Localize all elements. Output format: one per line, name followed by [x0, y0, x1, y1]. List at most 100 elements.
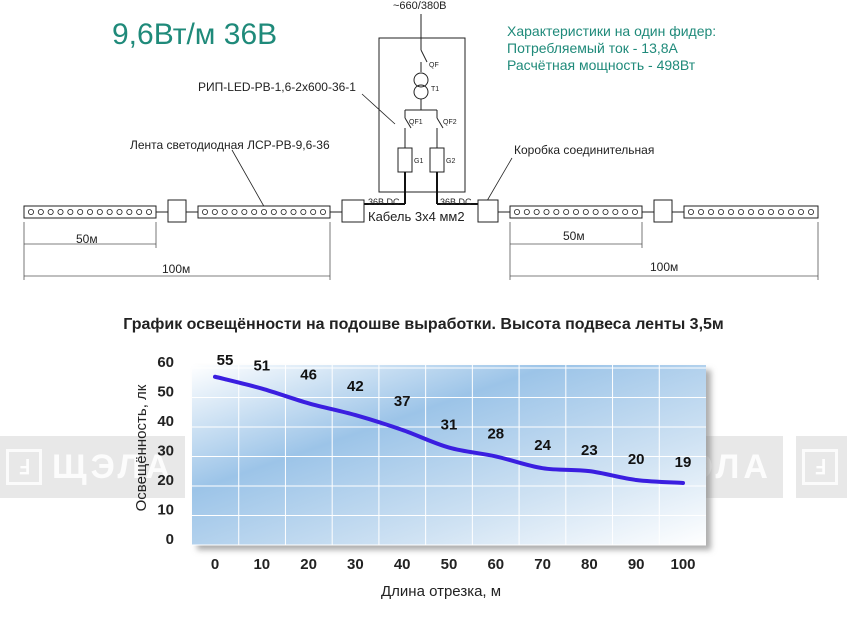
x-tick-labels: 0 10 20 30 40 50 60 70 80 90 100 — [211, 556, 696, 573]
box-label: Коробка соединительная — [514, 143, 655, 157]
y-tick-label: 10 — [157, 502, 174, 519]
g2-unit — [429, 147, 445, 173]
data-label: 51 — [253, 358, 270, 375]
led-dot — [136, 208, 143, 215]
led-dot — [37, 208, 44, 215]
led-dot — [523, 208, 530, 215]
led-dot — [87, 208, 94, 215]
led-dot — [77, 208, 84, 215]
y-tick-label: 0 — [166, 531, 174, 548]
dim-100-left: 100м — [162, 262, 191, 276]
led-dot — [201, 208, 208, 215]
led-dot — [738, 208, 745, 215]
led-dot — [96, 208, 103, 215]
led-dot — [260, 208, 267, 215]
led-dot — [231, 208, 238, 215]
data-label: 42 — [347, 378, 364, 395]
led-dot — [319, 208, 326, 215]
watermark-5: Ⅎ — [796, 436, 847, 498]
x-axis-label: Длина отрезка, м — [381, 583, 502, 600]
qf-label: QF — [429, 62, 439, 69]
t1-label: T1 — [431, 86, 439, 93]
qf2-switch — [436, 117, 444, 129]
led-dot — [145, 208, 152, 215]
led-dot — [116, 208, 123, 215]
led-dots — [27, 208, 815, 215]
y-tick-label: 20 — [157, 472, 174, 489]
junction-box-4 — [653, 199, 673, 223]
led-dot — [708, 208, 715, 215]
wiring-scheme: QF T1 QF1 QF2 G1 G2 — [23, 14, 819, 280]
dim-100-right: 100м — [650, 260, 679, 274]
specs-current: Потребляемый ток - 13,8А — [507, 40, 678, 56]
led-dot — [582, 208, 589, 215]
led-dot — [543, 208, 550, 215]
junction-box-3 — [477, 199, 499, 223]
y-tick-labels: 0 10 20 30 40 50 60 — [157, 354, 174, 548]
led-dot — [514, 208, 521, 215]
x-tick-label: 80 — [581, 556, 598, 573]
led-dot — [251, 208, 258, 215]
led-dot — [533, 208, 540, 215]
y-tick-label: 50 — [157, 384, 174, 401]
led-dot — [47, 208, 54, 215]
chart-title: График освещённости на подошве выработки… — [123, 316, 724, 333]
qf1-switch — [404, 117, 412, 129]
led-dot — [798, 208, 805, 215]
cable-label: Кабель 3х4 мм2 — [368, 209, 465, 224]
g2-label: G2 — [446, 158, 455, 165]
data-label: 19 — [675, 454, 692, 471]
led-dot — [106, 208, 113, 215]
qf2-label: QF2 — [443, 119, 457, 126]
led-dot — [602, 208, 609, 215]
qf-switch — [420, 49, 428, 63]
led-dot — [748, 208, 755, 215]
led-dot — [27, 208, 34, 215]
junction-box-2 — [341, 199, 365, 223]
specs-heading: Характеристики на один фидер: — [507, 23, 717, 39]
rip-cabinet — [378, 37, 466, 193]
led-dot — [622, 208, 629, 215]
y-tick-label: 40 — [157, 413, 174, 430]
data-label: 55 — [217, 352, 234, 369]
led-dot — [612, 208, 619, 215]
y-axis-label: Освещённость, лк — [133, 384, 150, 511]
feeder-specs: Характеристики на один фидер: Потребляем… — [507, 23, 716, 74]
y-tick-label: 60 — [157, 354, 174, 371]
led-dot — [126, 208, 133, 215]
strip-label: Лента светодиодная ЛСР-РВ-9,6-36 — [130, 138, 330, 152]
data-label: 46 — [300, 366, 317, 383]
rip-leader — [361, 93, 396, 125]
data-label: 20 — [628, 451, 645, 468]
led-dot — [758, 208, 765, 215]
g1-unit — [397, 147, 413, 173]
data-labels: 55 51 46 42 37 31 28 24 23 20 19 — [217, 352, 692, 471]
led-dot — [632, 208, 639, 215]
junction-box-1 — [167, 199, 187, 223]
led-dot — [788, 208, 795, 215]
watermark-1: Ⅎ ЩЭЛА — [0, 436, 185, 498]
led-dot — [300, 208, 307, 215]
specs-power: Расчётная мощность - 498Вт — [507, 57, 696, 73]
x-tick-label: 40 — [394, 556, 411, 573]
led-dot — [290, 208, 297, 215]
led-dot — [553, 208, 560, 215]
led-dot — [270, 208, 277, 215]
data-label: 28 — [487, 425, 504, 442]
led-dot — [768, 208, 775, 215]
x-tick-label: 70 — [534, 556, 551, 573]
strip-leader — [231, 149, 267, 211]
x-tick-label: 0 — [211, 556, 219, 573]
x-tick-label: 100 — [670, 556, 695, 573]
series-line — [213, 374, 685, 485]
x-tick-label: 30 — [347, 556, 364, 573]
g1-label: G1 — [414, 158, 423, 165]
led-dot — [57, 208, 64, 215]
led-dot — [280, 208, 287, 215]
led-dot — [241, 208, 248, 215]
led-dot — [728, 208, 735, 215]
led-dot — [573, 208, 580, 215]
led-dot — [211, 208, 218, 215]
power-title: 9,6Вт/м 36В — [112, 18, 278, 51]
